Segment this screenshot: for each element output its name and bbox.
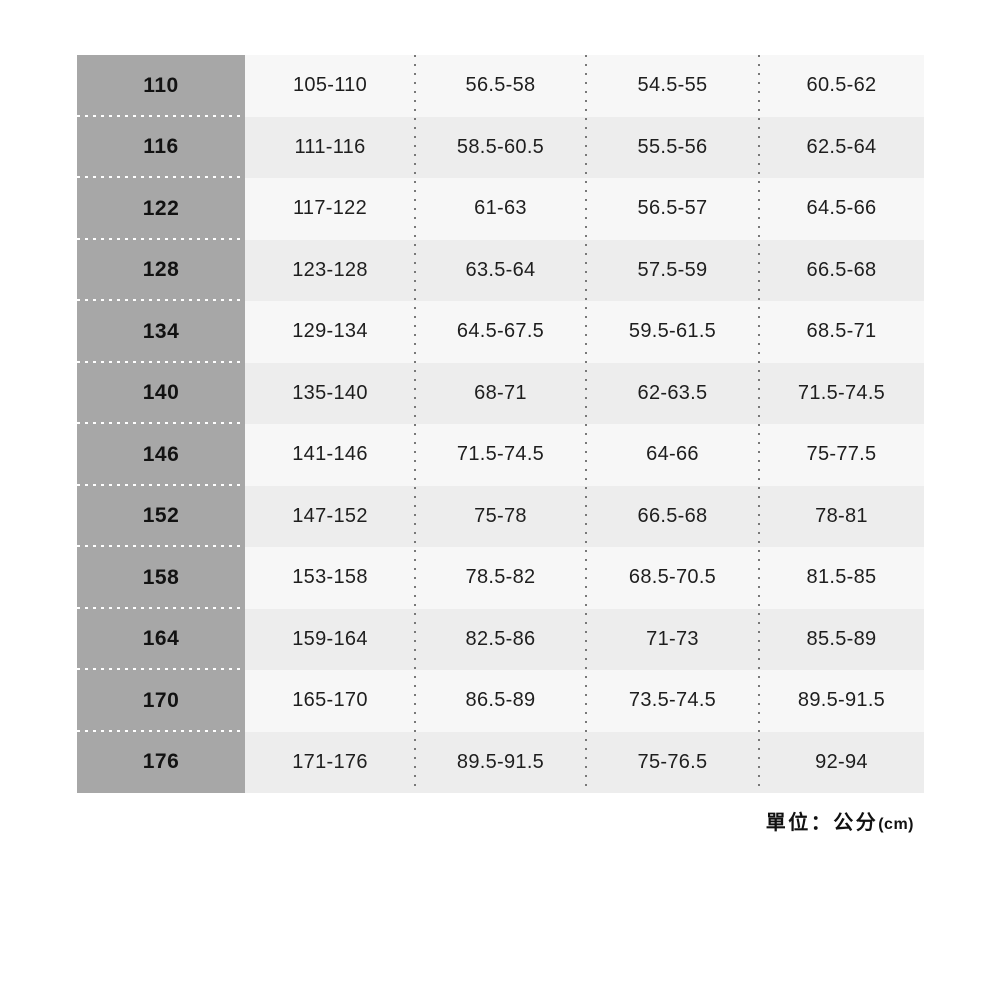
value-cell: 165-170	[245, 670, 415, 732]
size-cell: 116	[77, 116, 245, 178]
size-cell: 122	[77, 178, 245, 240]
value-cell: 86.5-89	[415, 670, 586, 732]
value-cell: 61-63	[415, 178, 586, 240]
value-cell: 141-146	[245, 424, 415, 486]
size-cell: 146	[77, 424, 245, 486]
size-cell: 134	[77, 301, 245, 363]
value-cell: 57.5-59	[586, 239, 759, 301]
value-cell: 147-152	[245, 485, 415, 547]
value-cell: 135-140	[245, 362, 415, 424]
value-cell: 68.5-71	[759, 301, 924, 363]
unit-note-suffix: (cm)	[878, 816, 914, 833]
size-cell: 158	[77, 547, 245, 609]
value-cell: 81.5-85	[759, 547, 924, 609]
value-cell: 55.5-56	[586, 116, 759, 178]
size-cell: 164	[77, 608, 245, 670]
value-cell: 71.5-74.5	[415, 424, 586, 486]
value-cell: 62.5-64	[759, 116, 924, 178]
value-cell: 63.5-64	[415, 239, 586, 301]
value-cell: 66.5-68	[759, 239, 924, 301]
value-cell: 71.5-74.5	[759, 362, 924, 424]
value-cell: 82.5-86	[415, 608, 586, 670]
size-cell: 170	[77, 670, 245, 732]
value-cell: 60.5-62	[759, 55, 924, 117]
value-cell: 71-73	[586, 608, 759, 670]
value-cell: 105-110	[245, 55, 415, 117]
unit-note-label: 單位：公分	[765, 812, 879, 834]
value-cell: 68-71	[415, 362, 586, 424]
value-cell: 75-77.5	[759, 424, 924, 486]
value-cell: 78.5-82	[415, 547, 586, 609]
value-cell: 73.5-74.5	[586, 670, 759, 732]
unit-note: 單位：公分 (cm)	[766, 806, 914, 834]
value-cell: 89.5-91.5	[759, 670, 924, 732]
value-cell: 64.5-66	[759, 178, 924, 240]
size-cell: 176	[77, 731, 245, 793]
value-cell: 62-63.5	[586, 362, 759, 424]
size-table: 110 105-110 56.5-58 54.5-55 60.5-62 116 111-11…	[77, 55, 924, 793]
value-cell: 66.5-68	[586, 485, 759, 547]
value-cell: 129-134	[245, 301, 415, 363]
size-cell: 128	[77, 239, 245, 301]
value-cell: 111-116	[245, 116, 415, 178]
value-cell: 75-78	[415, 485, 586, 547]
value-cell: 159-164	[245, 608, 415, 670]
size-cell: 110	[77, 55, 245, 117]
value-cell: 68.5-70.5	[586, 547, 759, 609]
value-cell: 117-122	[245, 178, 415, 240]
value-cell: 92-94	[759, 731, 924, 793]
size-cell: 152	[77, 485, 245, 547]
value-cell: 59.5-61.5	[586, 301, 759, 363]
value-cell: 54.5-55	[586, 55, 759, 117]
value-cell: 58.5-60.5	[415, 116, 586, 178]
value-cell: 123-128	[245, 239, 415, 301]
value-cell: 89.5-91.5	[415, 731, 586, 793]
value-cell: 56.5-57	[586, 178, 759, 240]
value-cell: 78-81	[759, 485, 924, 547]
value-cell: 75-76.5	[586, 731, 759, 793]
value-cell: 153-158	[245, 547, 415, 609]
value-cell: 64-66	[586, 424, 759, 486]
value-cell: 56.5-58	[415, 55, 586, 117]
value-cell: 171-176	[245, 731, 415, 793]
value-cell: 64.5-67.5	[415, 301, 586, 363]
size-cell: 140	[77, 362, 245, 424]
value-cell: 85.5-89	[759, 608, 924, 670]
